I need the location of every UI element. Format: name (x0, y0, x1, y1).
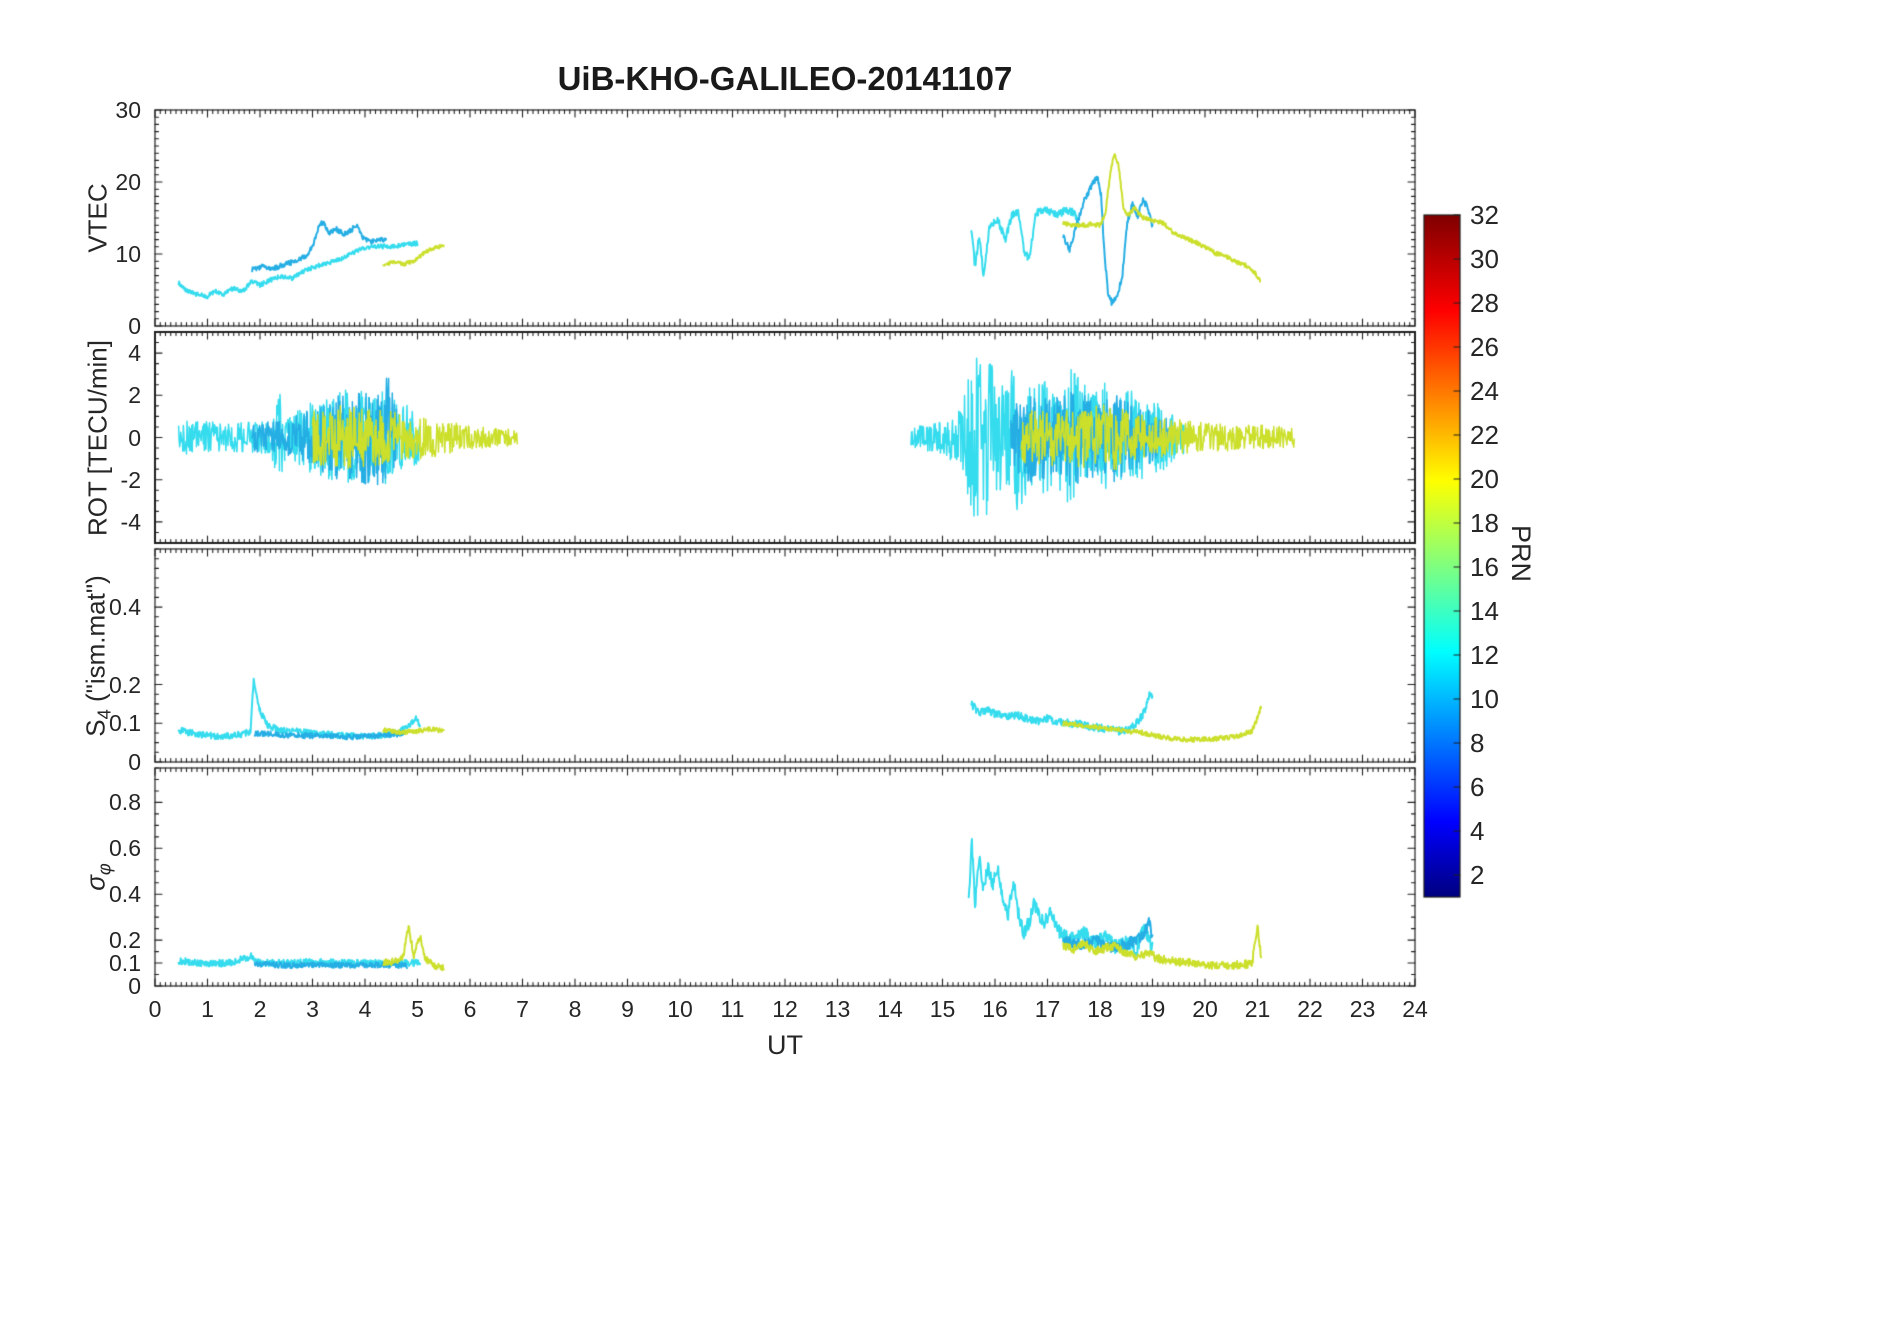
x-tick-label: 10 (667, 996, 693, 1022)
y-tick-label: 0.6 (109, 835, 141, 862)
colorbar-tick-label: 12 (1470, 640, 1499, 670)
colorbar-tick-label: 26 (1470, 332, 1499, 362)
y-tick-label: 2 (128, 382, 141, 409)
x-tick-label: 16 (982, 996, 1008, 1022)
y-tick-label: 0 (128, 973, 141, 999)
colorbar-tick-label: 24 (1470, 376, 1499, 406)
y-tick-label: -2 (120, 466, 141, 493)
y-tick-label: 0.8 (109, 789, 141, 816)
x-tick-label: 1 (201, 996, 214, 1022)
colorbar-tick-label: 16 (1470, 552, 1499, 582)
colorbar-tick-label: 30 (1470, 244, 1499, 274)
y-tick-label: 0 (128, 313, 141, 339)
colorbar-label: PRN (1506, 524, 1537, 583)
colorbar-tick-label: 14 (1470, 596, 1499, 626)
colorbar-tick-label: 20 (1470, 464, 1499, 494)
y-tick-label: 0.4 (109, 881, 141, 908)
x-tick-label: 23 (1349, 996, 1376, 1022)
x-tick-label: 22 (1297, 996, 1323, 1022)
colorbar-tick-label: 18 (1470, 508, 1499, 538)
x-tick-label: 9 (621, 996, 634, 1022)
y-tick-label: 0.2 (109, 927, 141, 954)
x-tick-label: 21 (1244, 996, 1271, 1022)
x-tick-label: 19 (1139, 996, 1166, 1022)
chart-title: UiB-KHO-GALILEO-20141107 (557, 60, 1013, 97)
x-tick-label: 5 (411, 996, 424, 1022)
x-tick-label: 8 (568, 996, 582, 1022)
x-tick-label: 12 (772, 996, 798, 1022)
y-tick-label: 0.1 (109, 950, 141, 977)
x-tick-label: 6 (463, 996, 477, 1022)
x-tick-label: 14 (877, 996, 903, 1022)
x-tick-label: 18 (1087, 996, 1113, 1022)
x-tick-label: 4 (358, 996, 372, 1022)
colorbar-tick-label: 22 (1470, 420, 1499, 450)
colorbar-tick-label: 8 (1470, 728, 1485, 758)
x-tick-label: 2 (253, 996, 267, 1022)
y-tick-label: 0.2 (109, 671, 141, 698)
y-tick-label: 0.1 (109, 710, 141, 737)
x-tick-label: 7 (516, 996, 529, 1022)
x-tick-label: 20 (1192, 996, 1218, 1022)
y-axis-label-s4: S4 ("ism.mat") (80, 574, 115, 737)
x-tick-label: 24 (1402, 996, 1428, 1022)
y-tick-label: 20 (115, 169, 141, 195)
y-axis-label-sigma-phi: σφ (80, 863, 115, 891)
y-tick-label: 10 (115, 241, 141, 267)
y-axis-label-rot: ROT [TECU/min] (82, 339, 113, 536)
y-tick-label: 0 (128, 749, 141, 775)
colorbar-tick-label: 2 (1470, 860, 1485, 890)
colorbar-tick-label: 28 (1470, 288, 1499, 318)
y-axis-label-vtec: VTEC (82, 183, 113, 253)
y-tick-label: 0.4 (109, 594, 141, 621)
x-tick-label: 13 (824, 996, 851, 1022)
y-tick-label: 4 (128, 340, 141, 367)
colorbar-tick-label: 4 (1470, 816, 1485, 846)
colorbar-tick-label: 6 (1470, 772, 1485, 802)
x-axis-label: UT (767, 1030, 803, 1060)
y-tick-label: 30 (115, 97, 141, 123)
y-tick-label: 0 (128, 424, 141, 451)
x-tick-label: 17 (1034, 996, 1061, 1022)
x-tick-label: 11 (720, 996, 745, 1022)
x-tick-label: 0 (148, 996, 162, 1022)
colorbar-tick-label: 32 (1470, 200, 1499, 230)
x-tick-label: 15 (929, 996, 956, 1022)
y-tick-label: -4 (120, 508, 141, 535)
colorbar-tick-label: 10 (1470, 684, 1499, 714)
x-tick-label: 3 (306, 996, 319, 1022)
